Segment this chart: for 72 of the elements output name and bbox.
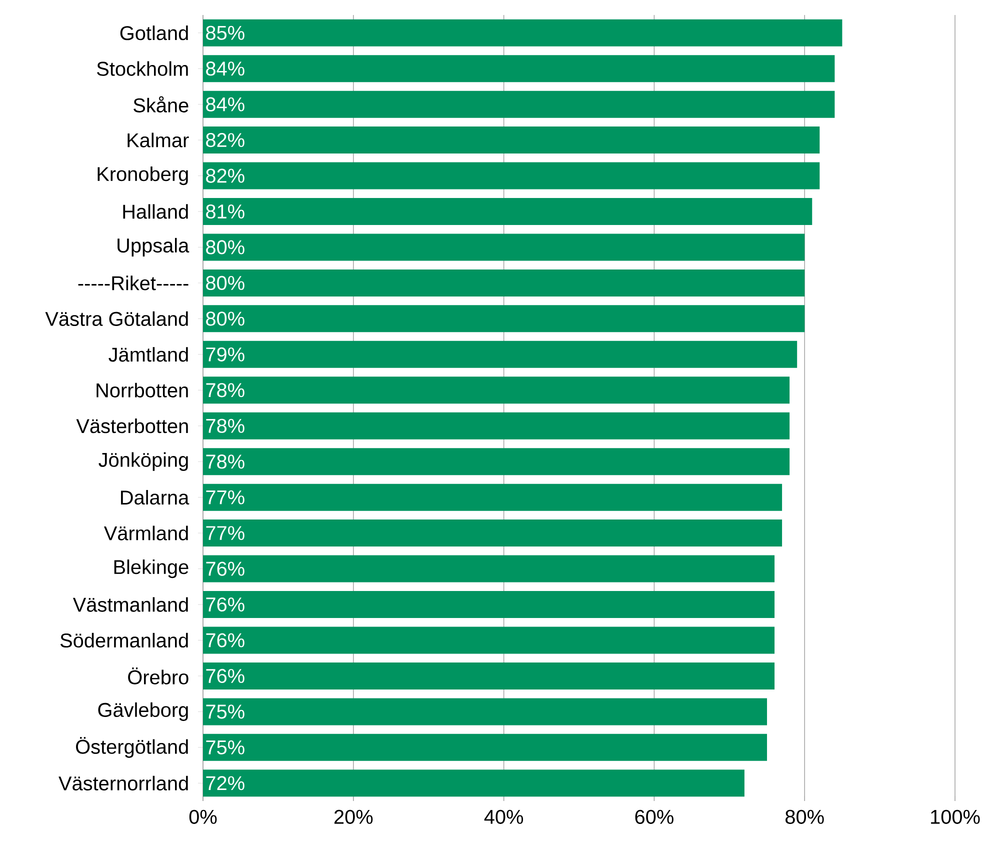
y-tick-label: Uppsala bbox=[118, 238, 190, 257]
data-label: 72% bbox=[206, 776, 244, 790]
y-tick-label: Jämtland bbox=[108, 347, 188, 362]
data-label: 77% bbox=[206, 526, 244, 540]
x-tick-label: 40% bbox=[484, 810, 524, 824]
data-label: 77% bbox=[206, 490, 244, 504]
bar bbox=[203, 126, 820, 154]
data-label: 78% bbox=[206, 454, 244, 469]
y-tick-label: Gotland bbox=[120, 26, 188, 40]
bar bbox=[203, 662, 775, 690]
bar bbox=[203, 698, 768, 726]
y-tick-label: -----Riket----- bbox=[78, 276, 188, 290]
bar bbox=[203, 376, 790, 404]
x-tick-label: 60% bbox=[635, 810, 674, 824]
x-tick-label: 0% bbox=[189, 810, 217, 824]
x-tick-label: 80% bbox=[786, 810, 824, 824]
bar bbox=[203, 162, 820, 190]
y-tick-label: Västernorrland bbox=[58, 776, 188, 790]
data-label: 82% bbox=[206, 168, 244, 183]
y-tick-label: Skåne bbox=[134, 96, 188, 112]
data-label: 75% bbox=[206, 704, 244, 719]
y-tick-label: Dalarna bbox=[121, 490, 190, 505]
y-tick-label: Halland bbox=[123, 204, 188, 219]
bar bbox=[203, 90, 835, 118]
bar bbox=[203, 340, 798, 368]
y-tick-label: Stockholm bbox=[97, 61, 188, 76]
data-label: 76% bbox=[206, 562, 244, 576]
data-label: 76% bbox=[206, 597, 244, 612]
data-label: 84% bbox=[206, 62, 244, 76]
y-tick-label: Östergötland bbox=[76, 737, 188, 758]
y-tick-label: Kronoberg bbox=[98, 166, 188, 186]
data-label: 84% bbox=[206, 97, 244, 112]
bar bbox=[203, 626, 775, 654]
data-label: 76% bbox=[206, 668, 244, 684]
data-label: 80% bbox=[206, 312, 244, 326]
data-label: 80% bbox=[206, 276, 244, 290]
x-tick-label: 20% bbox=[334, 810, 373, 824]
bar bbox=[203, 555, 775, 582]
bar bbox=[203, 412, 790, 440]
y-tick-label: Västmanland bbox=[72, 597, 188, 612]
y-tick-label: Västra Götaland bbox=[45, 311, 188, 326]
y-tick-label: Jönköping bbox=[98, 452, 188, 471]
data-label: 82% bbox=[206, 133, 244, 148]
y-tick-label: Gävleborg bbox=[98, 702, 188, 721]
bar bbox=[203, 520, 782, 547]
bar bbox=[203, 448, 790, 476]
data-label: 79% bbox=[206, 347, 244, 362]
y-tick-label: Norrbotten bbox=[96, 382, 188, 398]
data-label: 78% bbox=[206, 418, 244, 433]
y-tick-label: Blekinge bbox=[114, 559, 188, 578]
bar bbox=[203, 269, 805, 296]
bar bbox=[203, 484, 782, 511]
bar bbox=[203, 734, 768, 761]
bar bbox=[203, 198, 812, 226]
x-tick-label: 100% bbox=[931, 810, 980, 824]
y-tick-label: Örebro bbox=[128, 668, 188, 684]
data-label: 75% bbox=[206, 740, 244, 754]
data-label: 85% bbox=[206, 26, 244, 40]
y-tick-label: Värmland bbox=[104, 526, 188, 540]
y-tick-label: Västerbotten bbox=[76, 418, 188, 434]
bar bbox=[203, 19, 842, 46]
bar bbox=[203, 591, 775, 618]
data-label: 78% bbox=[206, 383, 244, 398]
y-tick-label: Södermanland bbox=[60, 632, 188, 648]
bar bbox=[203, 55, 835, 82]
data-label: 80% bbox=[206, 240, 244, 254]
data-label: 81% bbox=[206, 204, 244, 219]
bar bbox=[203, 305, 805, 332]
data-label: 76% bbox=[206, 633, 244, 648]
bar bbox=[203, 234, 805, 261]
y-tick-label: Kalmar bbox=[128, 132, 189, 148]
bar bbox=[203, 770, 744, 797]
